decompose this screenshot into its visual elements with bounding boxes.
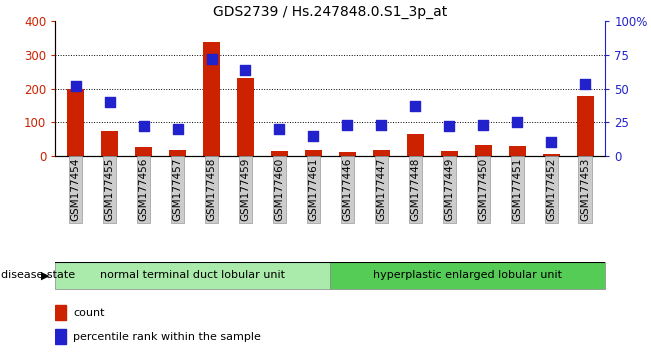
Text: GSM177456: GSM177456 <box>139 158 148 221</box>
Text: GSM177460: GSM177460 <box>275 158 284 221</box>
Bar <box>203 42 220 156</box>
Text: GSM177452: GSM177452 <box>546 158 556 221</box>
Bar <box>339 152 356 156</box>
Bar <box>271 151 288 156</box>
Text: GSM177448: GSM177448 <box>410 158 421 221</box>
Point <box>104 99 115 105</box>
Point <box>173 126 183 132</box>
Bar <box>169 150 186 156</box>
Text: GSM177457: GSM177457 <box>173 158 182 221</box>
Text: normal terminal duct lobular unit: normal terminal duct lobular unit <box>100 270 285 280</box>
Text: hyperplastic enlarged lobular unit: hyperplastic enlarged lobular unit <box>374 270 562 280</box>
Text: GSM177451: GSM177451 <box>512 158 522 221</box>
Bar <box>577 96 594 156</box>
Text: GSM177455: GSM177455 <box>105 158 115 221</box>
Text: count: count <box>74 308 105 318</box>
Bar <box>305 150 322 156</box>
Point <box>546 139 557 145</box>
Point <box>376 122 387 128</box>
Point <box>444 123 454 129</box>
Text: GSM177450: GSM177450 <box>478 158 488 221</box>
Point <box>240 67 251 73</box>
Bar <box>237 79 254 156</box>
Bar <box>55 329 66 344</box>
Point <box>580 82 590 87</box>
Text: GSM177447: GSM177447 <box>376 158 386 221</box>
Text: GSM177458: GSM177458 <box>206 158 217 221</box>
Text: percentile rank within the sample: percentile rank within the sample <box>74 332 261 342</box>
Point <box>478 122 488 128</box>
FancyBboxPatch shape <box>55 262 330 289</box>
Bar <box>508 146 525 156</box>
Point <box>410 103 421 109</box>
Bar <box>407 134 424 156</box>
Bar <box>55 305 66 320</box>
Point <box>308 133 318 138</box>
Point <box>274 126 284 132</box>
Bar <box>373 150 390 156</box>
Text: GSM177461: GSM177461 <box>309 158 318 221</box>
Text: GSM177446: GSM177446 <box>342 158 352 221</box>
Point <box>139 123 149 129</box>
Title: GDS2739 / Hs.247848.0.S1_3p_at: GDS2739 / Hs.247848.0.S1_3p_at <box>214 5 447 19</box>
Text: GSM177453: GSM177453 <box>580 158 590 221</box>
Bar <box>475 145 492 156</box>
Text: GSM177449: GSM177449 <box>444 158 454 221</box>
Text: GSM177459: GSM177459 <box>240 158 251 221</box>
Bar <box>67 88 84 156</box>
Point <box>206 56 217 62</box>
Bar <box>101 131 118 156</box>
Point <box>70 83 81 88</box>
Bar <box>135 147 152 156</box>
Point <box>512 119 522 125</box>
Bar <box>543 154 560 156</box>
Text: GSM177454: GSM177454 <box>71 158 81 221</box>
Text: ▶: ▶ <box>41 270 50 280</box>
FancyBboxPatch shape <box>330 262 605 289</box>
Point <box>342 122 353 128</box>
Text: disease state: disease state <box>1 270 76 280</box>
Bar <box>441 151 458 156</box>
